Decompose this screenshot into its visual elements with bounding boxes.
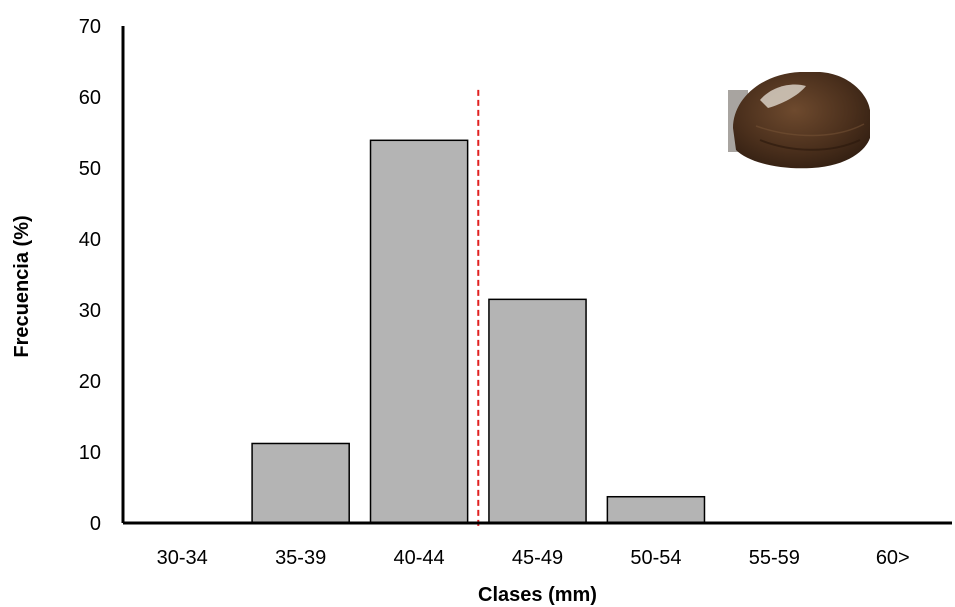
x-tick-label: 30-34 [157, 547, 208, 569]
x-tick-label: 60> [876, 547, 910, 569]
y-axis-title: Frecuencia (%) [11, 215, 33, 357]
x-axis-title: Clases (mm) [478, 584, 597, 606]
y-tick-label: 60 [79, 87, 101, 109]
x-tick-label: 50-54 [630, 547, 681, 569]
bars-group [251, 139, 706, 524]
y-axis-ticks: 0 10 20 30 40 50 60 70 [79, 16, 101, 535]
clam-shell-image [728, 72, 870, 169]
y-tick-label: 0 [90, 513, 101, 535]
x-tick-label: 40-44 [393, 547, 444, 569]
x-tick-label: 45-49 [512, 547, 563, 569]
y-tick-label: 70 [79, 16, 101, 38]
y-tick-label: 20 [79, 371, 101, 393]
bar [488, 298, 587, 524]
y-tick-label: 50 [79, 158, 101, 180]
y-tick-label: 10 [79, 442, 101, 464]
y-tick-label: 30 [79, 300, 101, 322]
x-tick-label: 35-39 [275, 547, 326, 569]
bar [251, 442, 350, 524]
bar [606, 495, 706, 524]
bar [369, 139, 469, 524]
x-tick-label: 55-59 [749, 547, 800, 569]
x-axis-ticks: 30-34 35-39 40-44 45-49 50-54 55-59 60> [157, 547, 910, 569]
y-tick-label: 40 [79, 229, 101, 251]
